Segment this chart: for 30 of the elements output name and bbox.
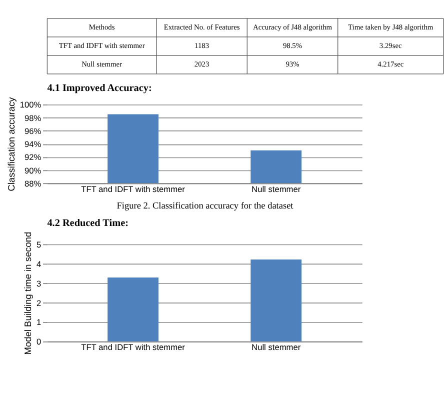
caption: Figure 2. Classification accuracy for the dataset <box>116 202 294 212</box>
text: Extracted No. of Features <box>164 22 240 32</box>
text: 3.29sec <box>379 41 403 50</box>
text: 1183 <box>194 41 210 50</box>
y-tick-label: 92% <box>24 152 42 162</box>
y-tick-label: 1 <box>36 317 42 328</box>
text: 2023 <box>194 60 210 69</box>
y-tick-label: 90% <box>24 165 42 176</box>
text: Null stemmer <box>82 60 123 69</box>
y-tick-label: 5 <box>36 239 42 250</box>
y-tick-label: 98% <box>24 112 42 123</box>
text: Time taken by J48 algorithm <box>348 22 434 32</box>
text: TFT and IDFT with stemmer <box>58 41 146 50</box>
chart-title: 4.2 Reduced Time: <box>47 218 128 229</box>
y-tick-label: 2 <box>36 298 42 308</box>
text: 98.5% <box>282 41 302 50</box>
y-tick-label: 4 <box>36 258 42 269</box>
y-tick-label: 0 <box>36 336 42 347</box>
text: Methods <box>88 22 115 32</box>
y-tick-label: 96% <box>24 126 42 136</box>
y-tick-label: 94% <box>24 139 42 150</box>
chart-title: 4.1 Improved Accuracy: <box>47 83 152 94</box>
y-axis-title: Model Building time in second <box>23 232 34 355</box>
text: 93% <box>286 60 300 69</box>
text: 4.217sec <box>378 60 404 69</box>
y-tick-label: 88% <box>24 178 42 188</box>
y-tick-label: 100% <box>20 100 42 110</box>
y-tick-label: 3 <box>36 278 42 288</box>
text: Accuracy of J48 algorithm <box>252 22 332 32</box>
y-axis-title: Classification accuracy <box>6 96 16 192</box>
